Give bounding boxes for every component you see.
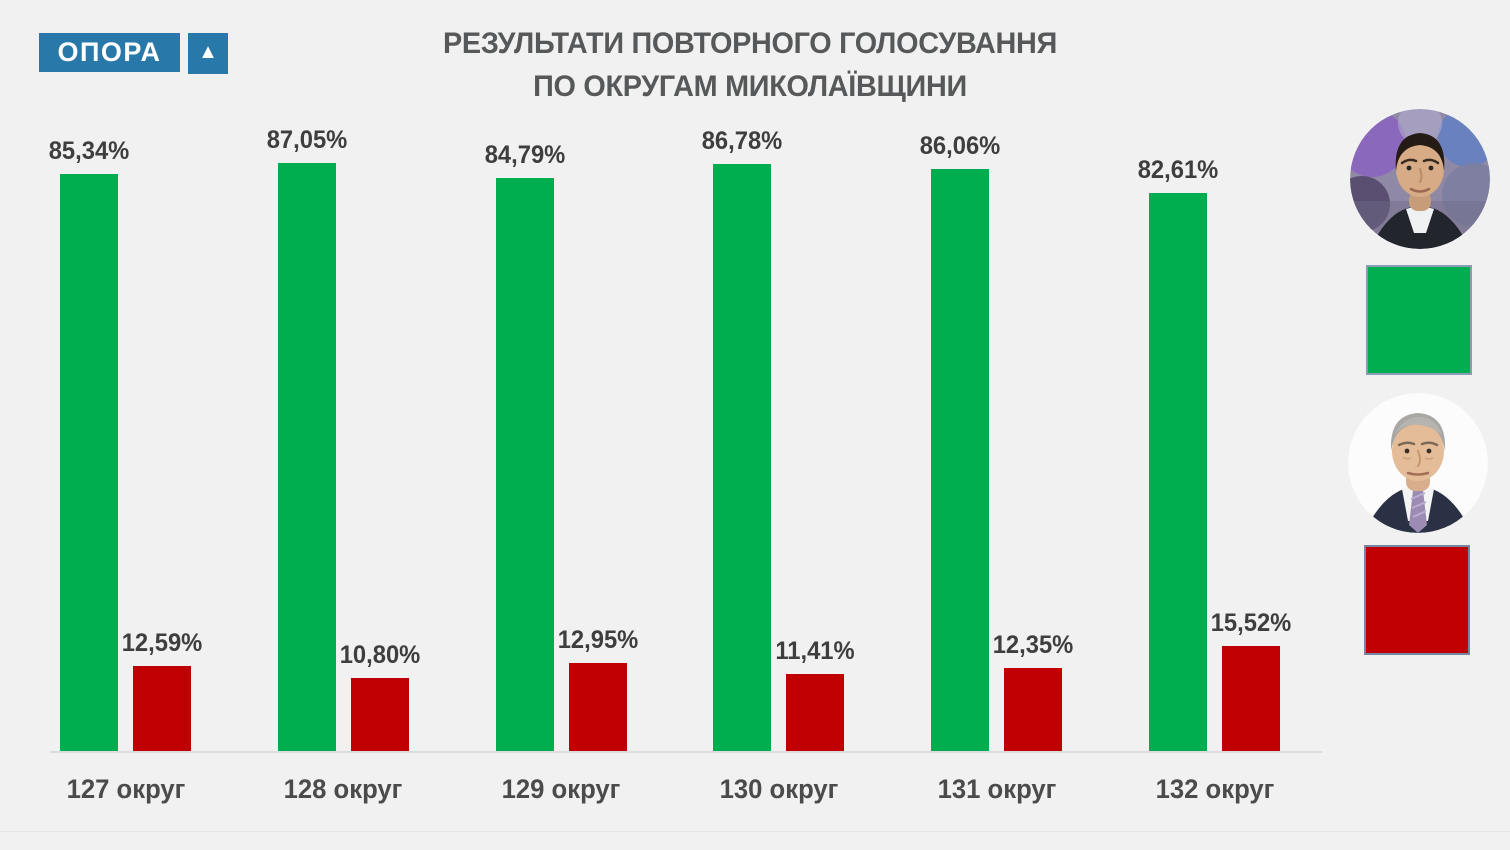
red-bar — [133, 665, 191, 751]
opora-logo: ОПОРА ▲ — [39, 33, 228, 74]
red-legend-swatch — [1364, 545, 1470, 655]
green-value-label: 84,79% — [484, 140, 565, 169]
red-bar — [1004, 667, 1063, 751]
green-bar — [495, 177, 554, 751]
red-bar — [350, 678, 409, 751]
bottom-divider — [0, 831, 1510, 832]
chart-title-line1: РЕЗУЛЬТАТИ ПОВТОРНОГО ГОЛОСУВАННЯ — [442, 27, 1057, 60]
man-dark-hair-portrait-image — [1350, 109, 1490, 249]
red-value-label: 10,80% — [339, 641, 421, 669]
red-value-label: 12,59% — [121, 628, 203, 657]
red-value-label: 12,95% — [557, 626, 638, 655]
red-candidate-portrait — [1348, 393, 1488, 533]
category-label: 128 округ — [283, 774, 403, 804]
category-label: 130 округ — [719, 774, 839, 804]
red-bar — [786, 673, 845, 751]
axis-baseline — [50, 751, 1322, 753]
category-label: 129 округ — [501, 774, 621, 804]
red-bar — [1222, 646, 1280, 751]
green-bar — [60, 174, 118, 751]
chart-title: РЕЗУЛЬТАТИ ПОВТОРНОГО ГОЛОСУВАННЯ ПО ОКР… — [347, 22, 1153, 108]
green-bar — [277, 162, 336, 751]
category-label: 131 округ — [937, 774, 1057, 804]
opora-logo-triangle-icon: ▲ — [188, 33, 228, 74]
green-bar — [931, 169, 990, 751]
category-label: 127 округ — [66, 774, 185, 804]
chart-title-line2: ПО ОКРУГАМ МИКОЛАЇВЩИНИ — [533, 70, 967, 103]
green-value-label: 86,78% — [702, 127, 783, 156]
red-value-label: 15,52% — [1210, 609, 1292, 638]
green-legend-swatch — [1366, 265, 1472, 375]
red-bar — [568, 663, 627, 751]
red-value-label: 11,41% — [775, 636, 856, 665]
man-gray-hair-portrait-image — [1348, 393, 1488, 533]
green-value-label: 86,06% — [919, 132, 1001, 161]
green-value-label: 87,05% — [266, 125, 348, 154]
green-candidate-portrait — [1350, 109, 1490, 249]
green-bar — [1149, 192, 1207, 751]
red-value-label: 12,35% — [992, 630, 1074, 659]
category-label: 132 округ — [1155, 774, 1274, 804]
green-bar — [713, 164, 772, 751]
green-value-label: 82,61% — [1137, 155, 1219, 184]
opora-logo-text: ОПОРА — [39, 33, 180, 72]
green-value-label: 85,34% — [48, 137, 130, 166]
